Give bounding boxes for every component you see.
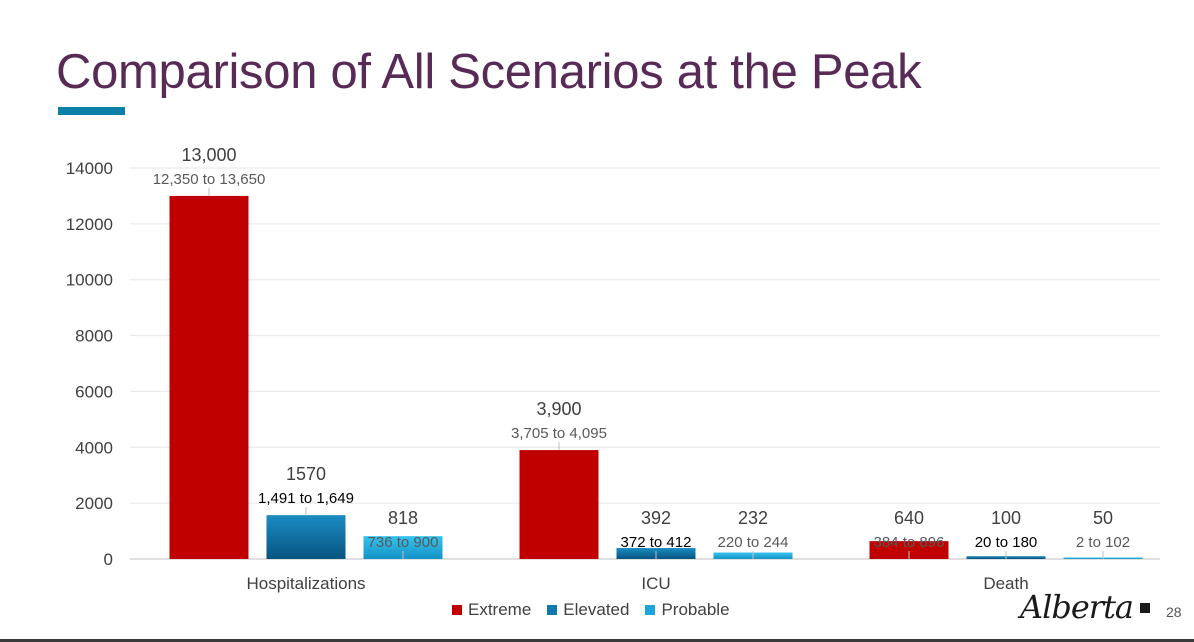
page-number: 28 [1166,604,1182,620]
x-category-icu: ICU [641,574,670,593]
legend-label-extreme: Extreme [468,600,532,619]
x-axis-categories: Hospitalizations ICU Death [246,574,1028,593]
legend-entry-probable: Probable [645,600,730,620]
x-category-death: Death [983,574,1028,593]
y-tick-label-8000: 8000 [75,327,113,346]
value-label-extreme-hospitalizations: 13,000 [181,145,236,165]
value-label-probable-hospitalizations: 818 [388,508,418,528]
title-underline [58,107,125,115]
alberta-logo: Alberta [1020,588,1134,626]
y-tick-label-6000: 6000 [75,382,113,401]
y-tick-label-10000: 10000 [66,271,113,290]
legend-swatch-probable [645,605,656,615]
range-label-elevated-death: 20 to 180 [975,534,1038,551]
y-tick-label-0: 0 [104,550,113,569]
bar-probable-hospitalizations [363,536,443,559]
range-label-elevated-hospitalizations: 1,491 to 1,649 [258,490,354,507]
legend-swatch-elevated [547,605,558,615]
range-label-extreme-icu: 3,705 to 4,095 [511,425,607,442]
y-tick-label-4000: 4000 [75,438,113,457]
value-label-elevated-hospitalizations: 1570 [286,464,326,484]
bar-extreme-hospitalizations [169,195,249,559]
value-label-extreme-icu: 3,900 [536,399,581,419]
range-label-probable-death: 2 to 102 [1076,534,1130,551]
range-label-elevated-icu: 372 to 412 [621,534,692,551]
y-tick-label-2000: 2000 [75,494,113,513]
value-label-elevated-death: 100 [991,508,1021,528]
y-tick-label-12000: 12000 [66,215,113,234]
bottom-bar [0,639,1194,642]
range-label-extreme-death: 384 to 896 [874,534,945,551]
value-label-probable-death: 50 [1093,508,1113,528]
legend-entry-elevated: Elevated [547,600,629,620]
bar-elevated-hospitalizations [266,515,346,559]
alberta-logo-mark-icon [1140,603,1150,613]
legend-label-elevated: Elevated [563,600,630,619]
legend-label-probable: Probable [661,600,730,619]
value-label-probable-icu: 232 [738,508,768,528]
legend: Extreme Elevated Probable [452,600,730,620]
y-axis-ticks: 0 2000 4000 6000 8000 10000 12000 14000 [66,159,113,569]
bar-extreme-icu [519,450,599,559]
x-category-hospitalizations: Hospitalizations [246,574,365,593]
bar-extreme-death [869,541,949,559]
y-tick-label-14000: 14000 [66,159,113,178]
legend-entry-extreme: Extreme [452,600,531,620]
value-label-extreme-death: 640 [894,508,924,528]
slide-title: Comparison of All Scenarios at the Peak [56,45,922,99]
range-label-probable-hospitalizations: 736 to 900 [368,534,439,551]
data-labels: 13,000 12,350 to 13,650 1570 1,491 to 1,649… [153,145,1130,559]
range-label-extreme-hospitalizations: 12,350 to 13,650 [153,171,266,188]
range-label-probable-icu: 220 to 244 [718,534,789,551]
legend-swatch-extreme [452,605,462,615]
value-label-elevated-icu: 392 [641,508,671,528]
